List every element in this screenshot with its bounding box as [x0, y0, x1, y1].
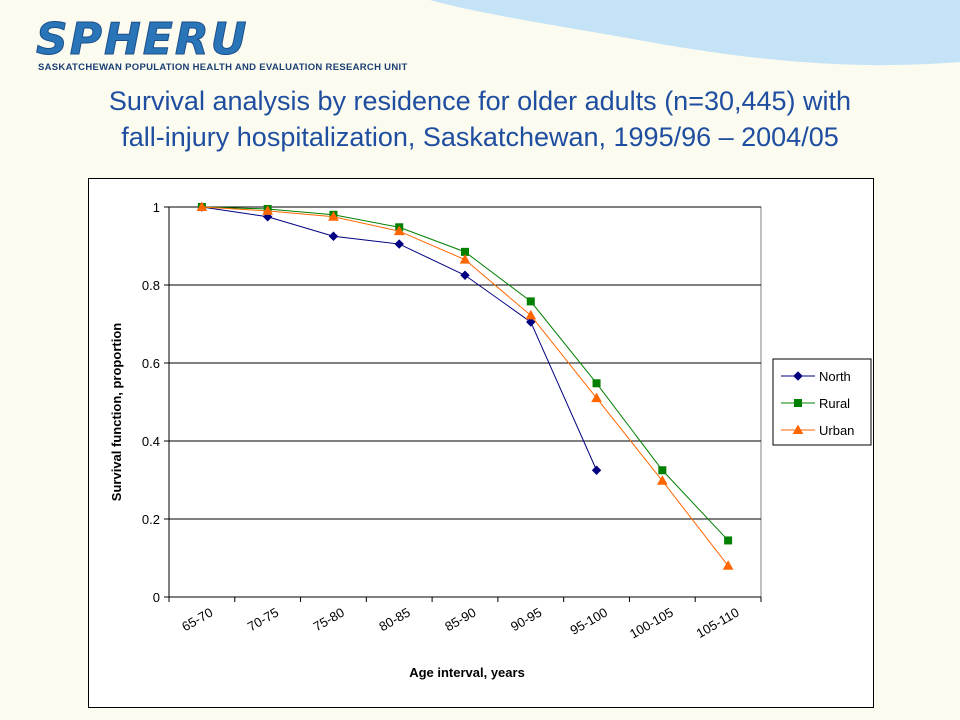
legend-label: Urban	[819, 423, 854, 438]
slide-title-line-2: fall-injury hospitalization, Saskatchewa…	[121, 122, 839, 152]
y-axis-title: Survival function, proportion	[109, 323, 124, 501]
legend-label: North	[819, 369, 851, 384]
legend-box	[772, 358, 872, 446]
x-tick-label: 90-95	[508, 605, 544, 635]
x-tick-label: 80-85	[376, 605, 412, 635]
data-point-marker	[526, 317, 536, 327]
x-tick-label: 105-110	[694, 605, 742, 641]
data-point-marker	[591, 392, 602, 403]
x-tick-label: 100-105	[627, 605, 676, 642]
legend-label: Rural	[819, 396, 850, 411]
legend: North Rural Urban	[772, 358, 872, 446]
data-point-marker	[722, 560, 734, 570]
y-tick-label: 0.2	[142, 512, 160, 527]
data-point-marker	[262, 205, 274, 215]
data-point-marker	[393, 225, 405, 236]
data-point-marker	[394, 239, 404, 249]
survival-line-chart: 0 0.2 0.4 0.6 0.8 1 65-70 70-75 75-80 80-85 85-90 9…	[109, 200, 872, 680]
data-point-marker	[792, 424, 804, 434]
series-layer	[196, 201, 734, 570]
x-tick-label: 65-70	[179, 605, 215, 635]
header-wave-background	[430, 0, 960, 66]
x-tick-label: 85-90	[442, 605, 478, 635]
x-tick-label: 70-75	[245, 605, 281, 635]
x-tick-label: 95-100	[567, 605, 610, 638]
data-point-marker	[724, 536, 733, 545]
data-point-marker	[328, 211, 339, 221]
x-axis-title: Age interval, years	[409, 665, 525, 680]
legend-item-urban: Urban	[781, 423, 854, 438]
slide-title-line-1: Survival analysis by residence for older…	[108, 86, 852, 116]
data-point-marker	[658, 466, 667, 475]
logo-text: SPHERU	[35, 14, 249, 66]
logo-subtitle: SASKATCHEWAN POPULATION HEALTH AND EVALU…	[38, 62, 408, 73]
y-tick-label: 0.6	[142, 356, 160, 371]
data-point-marker	[525, 309, 537, 320]
data-point-marker	[591, 465, 602, 475]
x-tick-label: 75-80	[311, 605, 347, 635]
data-point-marker	[592, 379, 601, 388]
data-point-marker	[459, 254, 471, 264]
data-point-marker	[793, 371, 803, 381]
chart-frame: 0 0.2 0.4 0.6 0.8 1 65-70 70-75 75-80 80-85 85-90 9…	[88, 178, 874, 708]
plot-area	[168, 206, 762, 598]
y-tick-label: 0.4	[142, 434, 160, 449]
data-point-marker	[656, 475, 668, 485]
legend-item-north: North	[781, 369, 851, 384]
legend-item-rural: Rural	[781, 396, 850, 411]
data-point-marker	[328, 231, 339, 241]
data-point-marker	[794, 399, 802, 407]
data-point-marker	[196, 201, 208, 211]
series-urban	[196, 201, 734, 570]
grid-layer	[168, 206, 762, 598]
data-point-marker	[460, 270, 470, 280]
y-tick-label: 0.8	[142, 278, 160, 293]
data-point-marker	[526, 297, 535, 306]
y-tick-label: 1	[153, 200, 160, 215]
y-tick-label: 0	[153, 590, 160, 605]
